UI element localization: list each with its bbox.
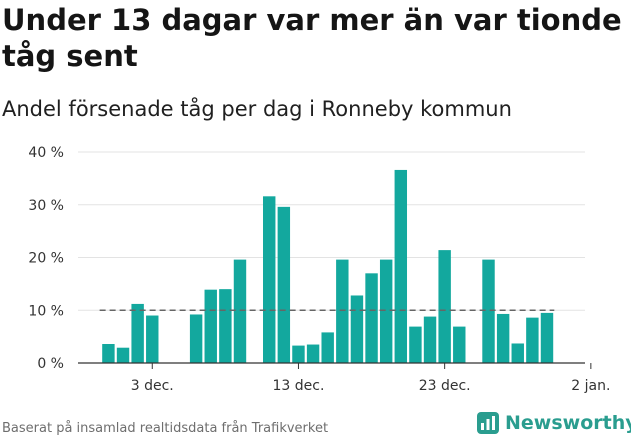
bar — [219, 289, 232, 363]
brand-logo: Newsworthy — [476, 410, 631, 436]
bar — [146, 315, 159, 363]
x-tick-label: 23 dec. — [419, 378, 471, 394]
bar — [131, 303, 144, 363]
bar — [350, 295, 364, 363]
bar — [263, 196, 276, 363]
bar — [423, 316, 437, 363]
y-tick-label: 20 % — [28, 251, 64, 267]
bar — [526, 317, 539, 363]
bar — [277, 206, 291, 363]
chart-title: Under 13 dagar var mer än var tionde tåg… — [2, 3, 622, 73]
bar — [438, 250, 451, 363]
bar — [409, 326, 422, 363]
bar — [189, 314, 203, 363]
bar — [453, 326, 466, 363]
bar — [116, 347, 130, 363]
y-tick-label: 10 % — [28, 303, 64, 319]
source-note: Baserat på insamlad realtidsdata från Tr… — [2, 421, 329, 436]
bar — [496, 313, 510, 363]
bar — [321, 332, 334, 363]
x-tick-label: 3 dec. — [131, 378, 174, 394]
bar — [511, 343, 524, 363]
bar — [482, 259, 495, 363]
newsworthy-logo-icon — [477, 412, 499, 434]
y-axis-labels: 0 % 10 % 20 % 30 % 40 % — [28, 145, 64, 372]
y-tick-label: 30 % — [28, 198, 64, 214]
bar — [292, 345, 305, 363]
bar — [540, 312, 554, 363]
x-tick-label: 2 jan. — [571, 378, 610, 394]
bar — [365, 273, 378, 363]
x-tick-label: 13 dec. — [272, 378, 324, 394]
bar — [379, 259, 393, 363]
bar — [394, 169, 408, 363]
bar-chart: 0 % 10 % 20 % 30 % 40 % 3 dec. 13 dec. 23 dec.… — [28, 145, 610, 394]
bars — [102, 169, 554, 363]
y-tick-label: 40 % — [28, 145, 64, 161]
bar — [336, 259, 349, 363]
gridlines — [78, 151, 585, 311]
bar — [102, 344, 115, 363]
x-axis: 3 dec. 13 dec. 23 dec. 2 jan. — [78, 362, 610, 394]
bar — [233, 259, 247, 363]
bar — [306, 344, 320, 363]
bar — [204, 289, 217, 363]
brand-name: Newsworthy — [505, 412, 631, 434]
chart-subtitle: Andel försenade tåg per dag i Ronneby ko… — [2, 97, 512, 121]
y-tick-label: 0 % — [37, 356, 64, 372]
